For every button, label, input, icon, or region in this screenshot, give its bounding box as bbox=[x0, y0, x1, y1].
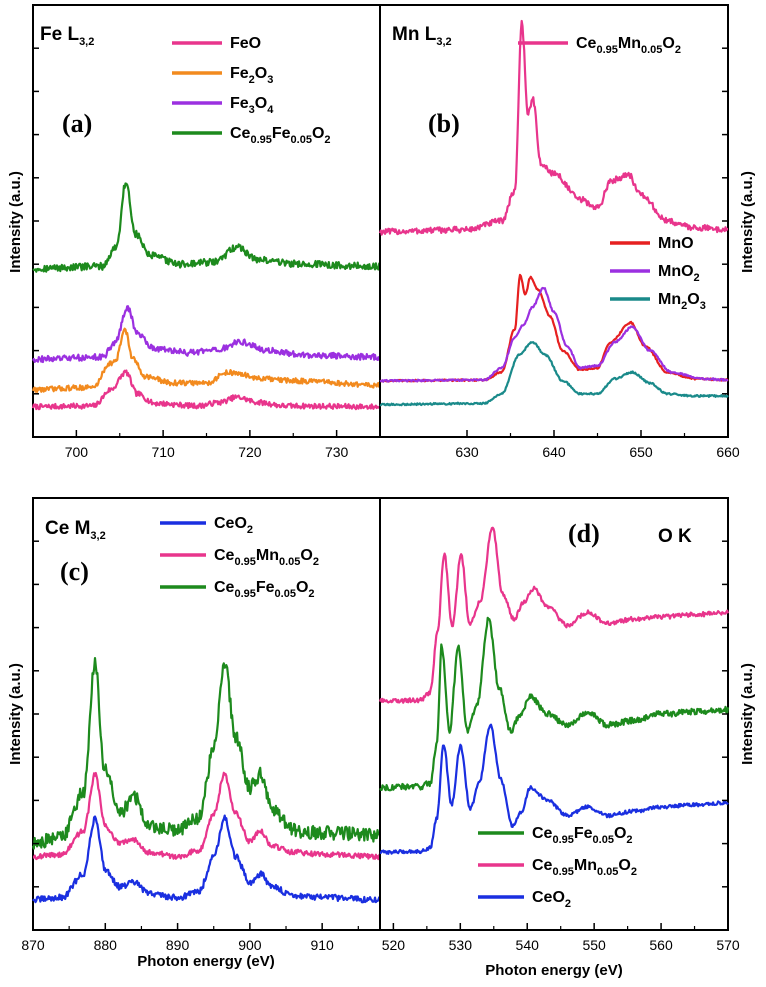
series-c-ceo2 bbox=[32, 814, 382, 904]
series-a-fe3o4 bbox=[32, 305, 382, 364]
xtick-label-c-870: 870 bbox=[21, 937, 45, 953]
panel-d-legend: Ce0.95Fe0.05O2 Ce0.95Mn0.05O2 CeO2 bbox=[478, 825, 637, 910]
panel-b-letter: (b) bbox=[428, 109, 460, 138]
panel-a-frame bbox=[32, 4, 381, 438]
panel-c-letter: (c) bbox=[60, 557, 89, 586]
xtick-label-b-640: 640 bbox=[542, 444, 566, 460]
xtick-label-d-570: 570 bbox=[716, 937, 740, 953]
legend-label-c-1: Ce0.95Mn0.05O2 bbox=[214, 547, 319, 568]
legend-label-d-1: Ce0.95Mn0.05O2 bbox=[532, 857, 637, 878]
panel-c-series bbox=[31, 657, 382, 904]
panel-a-edge-label: Fe L3,2 bbox=[40, 24, 94, 48]
series-d-ce0-95fe0-05o2 bbox=[379, 616, 730, 792]
xtick-label-a-710: 710 bbox=[151, 444, 175, 460]
panel-a-ticks: 700 710 720 730 bbox=[33, 47, 349, 460]
series-c-ce0-95fe0-05o2 bbox=[31, 657, 382, 850]
legend-label-a-1: Fe2O3 bbox=[230, 65, 273, 86]
legend-label-b-bottom-1: MnO2 bbox=[658, 263, 700, 284]
panel-b-legend: Ce0.95Mn0.05O2 MnO MnO2 Mn2O3 bbox=[518, 35, 706, 312]
series-b-mno2 bbox=[379, 286, 729, 383]
series-b-ce0-95mn0-05o2 bbox=[378, 19, 729, 236]
legend-label-b-bottom-0: MnO bbox=[658, 235, 694, 252]
series-a-fe2o3 bbox=[31, 327, 381, 393]
panel-a-letter: (a) bbox=[62, 109, 92, 138]
panel-c-ticks: 870 880 890 900 910 bbox=[21, 540, 359, 953]
panel-d-edge-label: O K bbox=[658, 526, 692, 547]
panel-d-series bbox=[378, 526, 730, 855]
xtick-label-a-730: 730 bbox=[325, 444, 349, 460]
legend-label-c-2: Ce0.95Fe0.05O2 bbox=[214, 579, 315, 600]
xtick-label-a-720: 720 bbox=[238, 444, 262, 460]
legend-label-a-3: Ce0.95Fe0.05O2 bbox=[230, 125, 331, 146]
panel-a-series bbox=[31, 182, 382, 411]
xtick-label-d-550: 550 bbox=[582, 937, 606, 953]
xtick-label-d-530: 530 bbox=[449, 937, 473, 953]
xtick-label-b-630: 630 bbox=[455, 444, 479, 460]
xtick-label-b-660: 660 bbox=[716, 444, 740, 460]
xtick-label-d-540: 540 bbox=[516, 937, 540, 953]
panel-c-ylabel: Intensity (a.u.) bbox=[7, 663, 24, 765]
panel-b-series bbox=[378, 19, 729, 407]
xtick-label-c-900: 900 bbox=[238, 937, 262, 953]
series-d-ce0-95mn0-05o2 bbox=[378, 526, 730, 704]
panel-b-ticks: 630 640 650 660 bbox=[455, 47, 740, 460]
xtick-label-c-910: 910 bbox=[310, 937, 334, 953]
panel-d: 520 530 540 550 560 570 O K (d) Ce0.95Fe0.05O… bbox=[378, 497, 740, 953]
legend-label-b-top-0: Ce0.95Mn0.05O2 bbox=[576, 35, 681, 56]
series-a-feo bbox=[31, 369, 382, 411]
legend-label-a-0: FeO bbox=[230, 35, 261, 52]
xtick-label-c-890: 890 bbox=[166, 937, 190, 953]
panel-d-ylabel: Intensity (a.u.) bbox=[739, 663, 756, 765]
xtick-label-a-700: 700 bbox=[65, 444, 89, 460]
panel-a-legend: FeO Fe2O3 Fe3O4 Ce0.95Fe0.05O2 bbox=[172, 35, 331, 146]
xtick-label-b-650: 650 bbox=[629, 444, 653, 460]
panel-d-letter: (d) bbox=[568, 519, 600, 548]
xtick-label-d-560: 560 bbox=[649, 937, 673, 953]
panel-c-edge-label: Ce M3,2 bbox=[45, 518, 106, 542]
legend-label-c-0: CeO2 bbox=[214, 515, 253, 536]
xtick-label-d-520: 520 bbox=[382, 937, 406, 953]
panel-b-ylabel: Intensity (a.u.) bbox=[739, 171, 756, 273]
series-b-mn2o3 bbox=[379, 341, 729, 407]
xtick-label-c-880: 880 bbox=[94, 937, 118, 953]
panel-c: 870 880 890 900 910 Ce M3,2 (c) CeO2 Ce0.95Mn… bbox=[21, 497, 382, 953]
panel-a-ylabel: Intensity (a.u.) bbox=[7, 171, 24, 273]
panel-b: 630 640 650 660 Mn L3,2 (b) Ce0.95Mn0.05O2 M… bbox=[378, 4, 740, 460]
series-c-ce0-95mn0-05o2 bbox=[32, 771, 381, 861]
panel-c-xlabel: Photon energy (eV) bbox=[137, 953, 275, 970]
legend-label-d-0: Ce0.95Fe0.05O2 bbox=[532, 825, 633, 846]
legend-label-a-2: Fe3O4 bbox=[230, 95, 274, 116]
panel-a: 700 710 720 730 Fe L3,2 (a) FeO Fe2O3 Fe3O4 Ce… bbox=[31, 4, 382, 460]
series-d-ceo2 bbox=[379, 723, 729, 855]
series-a-ce0-95fe0-05o2 bbox=[32, 182, 381, 273]
panel-d-xlabel: Photon energy (eV) bbox=[485, 962, 623, 979]
panel-b-edge-label: Mn L3,2 bbox=[392, 24, 452, 48]
legend-label-d-2: CeO2 bbox=[532, 889, 571, 910]
panel-c-legend: CeO2 Ce0.95Mn0.05O2 Ce0.95Fe0.05O2 bbox=[160, 515, 319, 600]
panel-d-ticks: 520 530 540 550 560 570 bbox=[382, 540, 740, 953]
legend-label-b-bottom-2: Mn2O3 bbox=[658, 291, 706, 312]
